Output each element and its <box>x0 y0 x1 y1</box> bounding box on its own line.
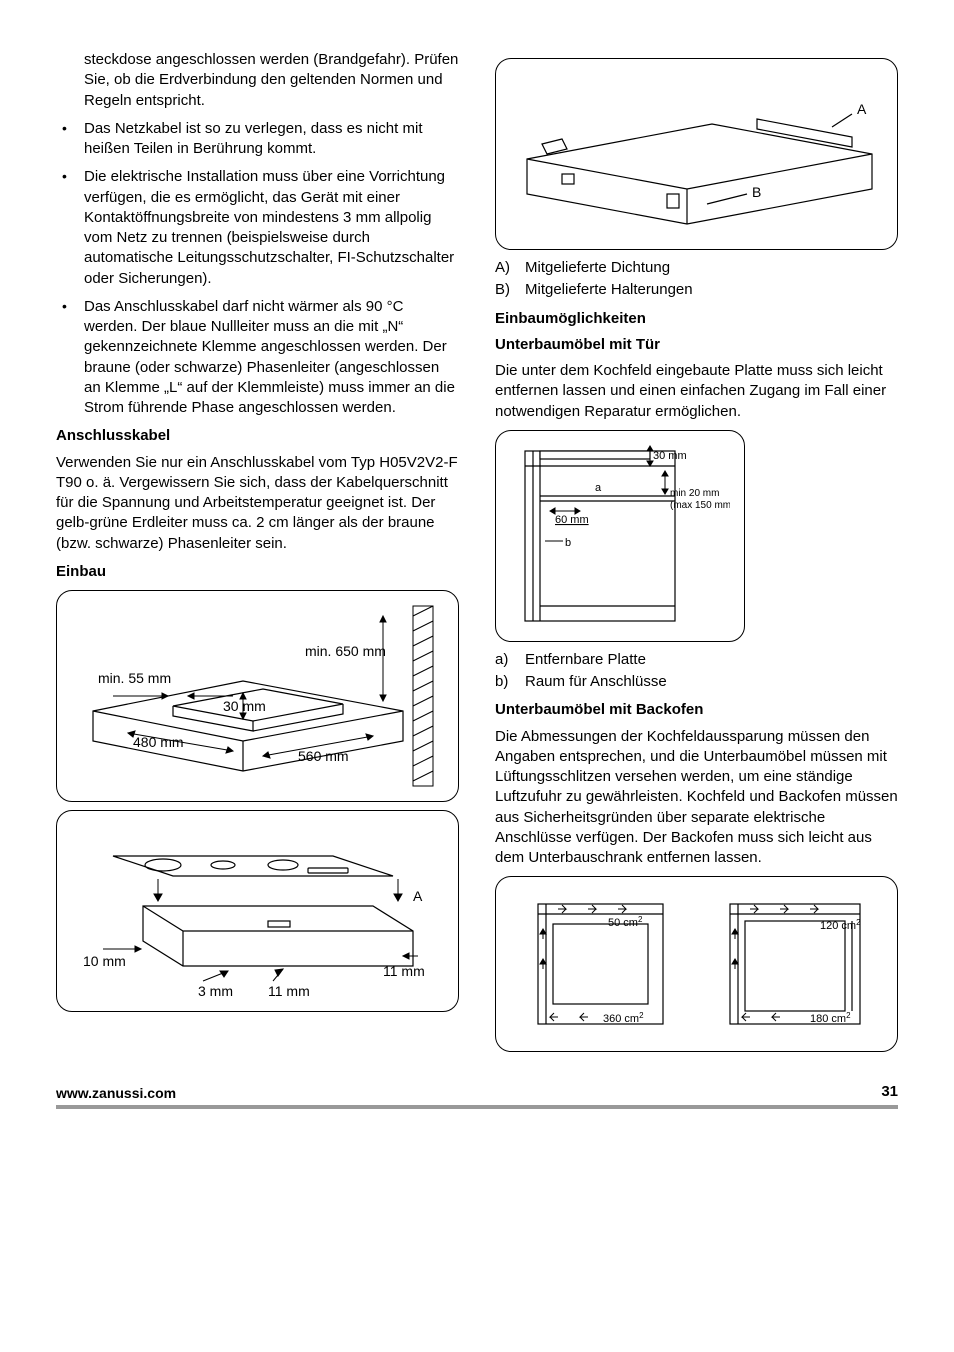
dim-360cm2: 360 cm <box>603 1013 639 1025</box>
unterback-paragraph: Die Abmessungen der Kochfeldaussparung m… <box>495 727 898 869</box>
dim-50cm2: 50 cm <box>608 917 638 929</box>
page-footer: www.zanussi.com 31 <box>56 1082 898 1108</box>
bullet-item: Das Anschlusskabel darf nicht wärmer als… <box>74 297 459 419</box>
figure-cutout-dimensions: min. 650 mm min. 55 mm 30 mm 480 mm 560 … <box>56 590 459 802</box>
list-val: Raum für Anschlüsse <box>525 672 667 692</box>
left-column: steckdose angeschlossen werden (Brandgef… <box>56 50 463 1052</box>
dim-30mm: 30 mm <box>653 450 687 462</box>
heading-unterbau-tuer: Unterbaumöbel mit Tür <box>495 335 898 355</box>
continued-paragraph: steckdose angeschlossen werden (Brandgef… <box>56 50 459 111</box>
dim-10mm: 10 mm <box>83 953 126 969</box>
right-column: A B A) Mitgelieferte Dichtung B) Mitgelief… <box>491 50 898 1052</box>
dim-min55: min. 55 mm <box>98 670 171 686</box>
dim-560: 560 mm <box>298 748 349 764</box>
footer-url: www.zanussi.com <box>56 1084 176 1103</box>
list-key: a) <box>495 650 517 670</box>
dim-min20: min 20 mm <box>670 488 719 499</box>
label-b: B <box>752 184 761 200</box>
figure-ventilation-pair: 50 cm2 360 cm2 <box>495 876 898 1052</box>
svg-text:360 cm2: 360 cm2 <box>603 1011 644 1025</box>
list-val: Entfernbare Platte <box>525 650 646 670</box>
bullet-item: Das Netzkabel ist so zu verlegen, dass e… <box>74 119 459 160</box>
heading-einbaumoeglichkeiten: Einbaumöglichkeiten <box>495 309 898 329</box>
dim-30: 30 mm <box>223 698 266 714</box>
bullet-item: Die elektrische Installation muss über e… <box>74 167 459 289</box>
untertur-paragraph: Die unter dem Kochfeld eingebaute Platte… <box>495 361 898 422</box>
list-ab2: a) Entfernbare Platte b) Raum für Anschlüs… <box>495 650 898 693</box>
figure-cabinet-side: 30 mm a 60 mm min 20 mm (max 150 mm) b <box>495 430 745 642</box>
list-val: Mitgelieferte Dichtung <box>525 258 670 278</box>
label-a: A <box>857 101 867 117</box>
svg-text:50 cm2: 50 cm2 <box>608 915 643 929</box>
dim-3mm: 3 mm <box>198 983 233 999</box>
list-key: A) <box>495 258 517 278</box>
svg-text:120 cm2: 120 cm2 <box>820 918 861 932</box>
bullet-list: Das Netzkabel ist so zu verlegen, dass e… <box>56 119 459 419</box>
dim-60mm: 60 mm <box>555 514 589 526</box>
heading-anschlusskabel: Anschlusskabel <box>56 426 459 446</box>
label-a: a <box>595 482 602 494</box>
list-key: B) <box>495 280 517 300</box>
list-ab: A) Mitgelieferte Dichtung B) Mitgelieferte… <box>495 258 898 301</box>
heading-unterbau-backofen: Unterbaumöbel mit Backofen <box>495 700 898 720</box>
svg-text:180 cm2: 180 cm2 <box>810 1011 851 1025</box>
heading-einbau: Einbau <box>56 562 459 582</box>
anschluss-paragraph: Verwenden Sie nur ein Anschlusskabel vom… <box>56 453 459 554</box>
label-b: b <box>565 537 571 549</box>
figure-hob-frame: A 10 mm 3 mm 11 mm 11 mm <box>56 810 459 1012</box>
dim-480: 480 mm <box>133 734 184 750</box>
dim-180cm2: 180 cm <box>810 1013 846 1025</box>
figure-seal-brackets: A B <box>495 58 898 250</box>
dim-11mm-a: 11 mm <box>268 983 310 999</box>
dim-min650: min. 650 mm <box>305 643 386 659</box>
list-val: Mitgelieferte Halterungen <box>525 280 693 300</box>
dim-11mm-b: 11 mm <box>383 963 425 979</box>
dim-max150: (max 150 mm) <box>670 500 730 511</box>
list-key: b) <box>495 672 517 692</box>
label-a: A <box>413 888 423 904</box>
footer-page-number: 31 <box>881 1082 898 1102</box>
dim-120cm2: 120 cm <box>820 920 856 932</box>
